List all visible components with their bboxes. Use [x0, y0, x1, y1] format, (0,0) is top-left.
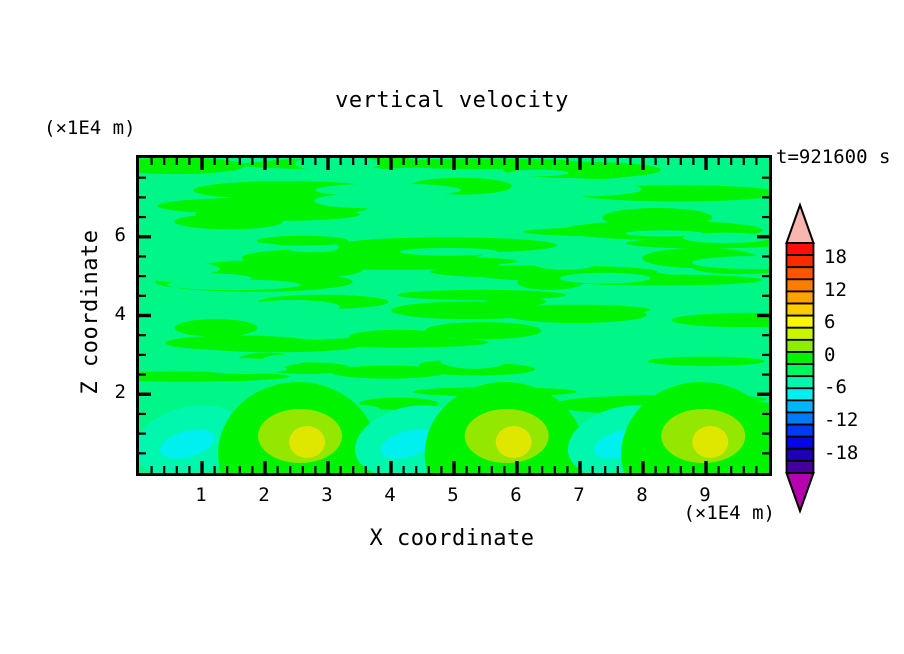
colorbar-segment	[785, 387, 815, 402]
x-tick-label: 2	[258, 484, 270, 506]
streak-gap-shape	[399, 247, 498, 256]
streak-shape	[330, 365, 446, 379]
colorbar-segment	[785, 435, 815, 450]
streak-gap-shape	[625, 230, 704, 237]
colorbar-segment	[785, 278, 815, 293]
y-tick-label: 2	[114, 381, 126, 404]
streak-gap-shape	[683, 232, 769, 244]
streak-gap-shape	[329, 167, 396, 183]
chart-title: vertical velocity	[335, 88, 569, 113]
streak-shape	[203, 218, 276, 229]
colorbar-segment	[785, 242, 815, 257]
streak-gap-shape	[559, 272, 651, 284]
x-tick-label: 8	[636, 484, 648, 506]
contour-field	[139, 158, 769, 473]
colorbar-tick-label: -12	[824, 409, 859, 431]
streak-shape	[505, 306, 647, 323]
downdraft-cell-core	[380, 429, 436, 459]
y-tick-label: 6	[114, 223, 126, 246]
streak-shape	[139, 158, 246, 175]
streak-shape	[193, 339, 361, 353]
colorbar-segment	[785, 326, 815, 341]
streak-shape	[139, 371, 290, 382]
colorbar-segment	[785, 423, 815, 438]
x-tick-label: 1	[195, 484, 207, 506]
colorbar-segment	[785, 302, 815, 317]
colorbar-segment	[785, 314, 815, 329]
downdraft-cell-core	[160, 429, 215, 459]
colorbar-tick-label: 0	[824, 343, 836, 366]
streak-gap-shape	[314, 193, 415, 209]
y-tick-label: 4	[114, 302, 126, 325]
colorbar-tick-label: 18	[824, 246, 847, 268]
streak-gap-shape	[166, 279, 301, 291]
time-annotation: t=921600 s	[776, 146, 891, 168]
streak-shape	[648, 356, 765, 366]
colorbar-tick-label: -6	[824, 376, 847, 399]
streak-gap-shape	[508, 169, 569, 177]
colorbar-segment	[785, 290, 815, 305]
colorbar-segment	[785, 411, 815, 426]
streak-gap-shape	[692, 256, 769, 270]
streak-gap-shape	[139, 264, 216, 274]
streak-gap-shape	[440, 352, 508, 369]
streak-shape	[348, 329, 449, 345]
streak-shape	[174, 319, 258, 337]
colorbar-segment	[785, 266, 815, 281]
streak-gap-shape	[287, 245, 338, 253]
x-tick-label: 7	[573, 484, 585, 506]
x-tick-label: 6	[510, 484, 522, 506]
colorbar-tick-label: 12	[824, 278, 847, 301]
streak-gap-shape	[315, 183, 461, 197]
streak-gap-shape	[139, 293, 205, 305]
streak-gap-shape	[522, 355, 626, 364]
updraft-cell-core	[495, 426, 532, 458]
streak-gap-shape	[261, 354, 307, 366]
streak-gap-shape	[238, 309, 318, 318]
x-tick-label: 3	[321, 484, 333, 506]
colorbar-over-arrow	[785, 202, 815, 244]
updraft-cell-core	[692, 426, 729, 458]
z-axis-unit-label: (×1E4 m)	[44, 117, 136, 139]
colorbar-segment	[785, 375, 815, 390]
x-axis-unit-label: (×1E4 m)	[683, 502, 775, 524]
streak-shape	[337, 237, 557, 254]
updraft-cell-core	[289, 426, 326, 458]
colorbar-segment	[785, 351, 815, 365]
colorbar-segment	[785, 399, 815, 414]
x-tick-label: 4	[384, 484, 396, 506]
streak-shape	[397, 289, 567, 301]
colorbar-segment	[785, 459, 815, 474]
x-axis-label: X coordinate	[369, 526, 535, 551]
colorbar-segment	[785, 447, 815, 462]
plot-area	[136, 155, 772, 476]
colorbar	[785, 202, 815, 514]
streak-shape	[256, 235, 349, 246]
streak-gap-shape	[201, 364, 287, 374]
x-tick-label: 5	[447, 484, 459, 506]
streak-shape	[671, 312, 769, 328]
colorbar-segment	[785, 254, 815, 269]
colorbar-tick-label: 6	[824, 311, 836, 334]
streak-gap-shape	[174, 242, 280, 249]
streak-shape	[425, 322, 542, 340]
streak-gap-shape	[288, 222, 359, 235]
colorbar-under-arrow	[785, 472, 815, 514]
colorbar-segment	[785, 363, 815, 378]
colorbar-segment	[785, 338, 815, 353]
streak-shape	[602, 208, 713, 227]
streak-gap-shape	[530, 254, 600, 270]
colorbar-tick-label: -18	[824, 441, 859, 464]
streak-gap-shape	[531, 182, 642, 197]
x-tick-label: 9	[699, 484, 711, 506]
